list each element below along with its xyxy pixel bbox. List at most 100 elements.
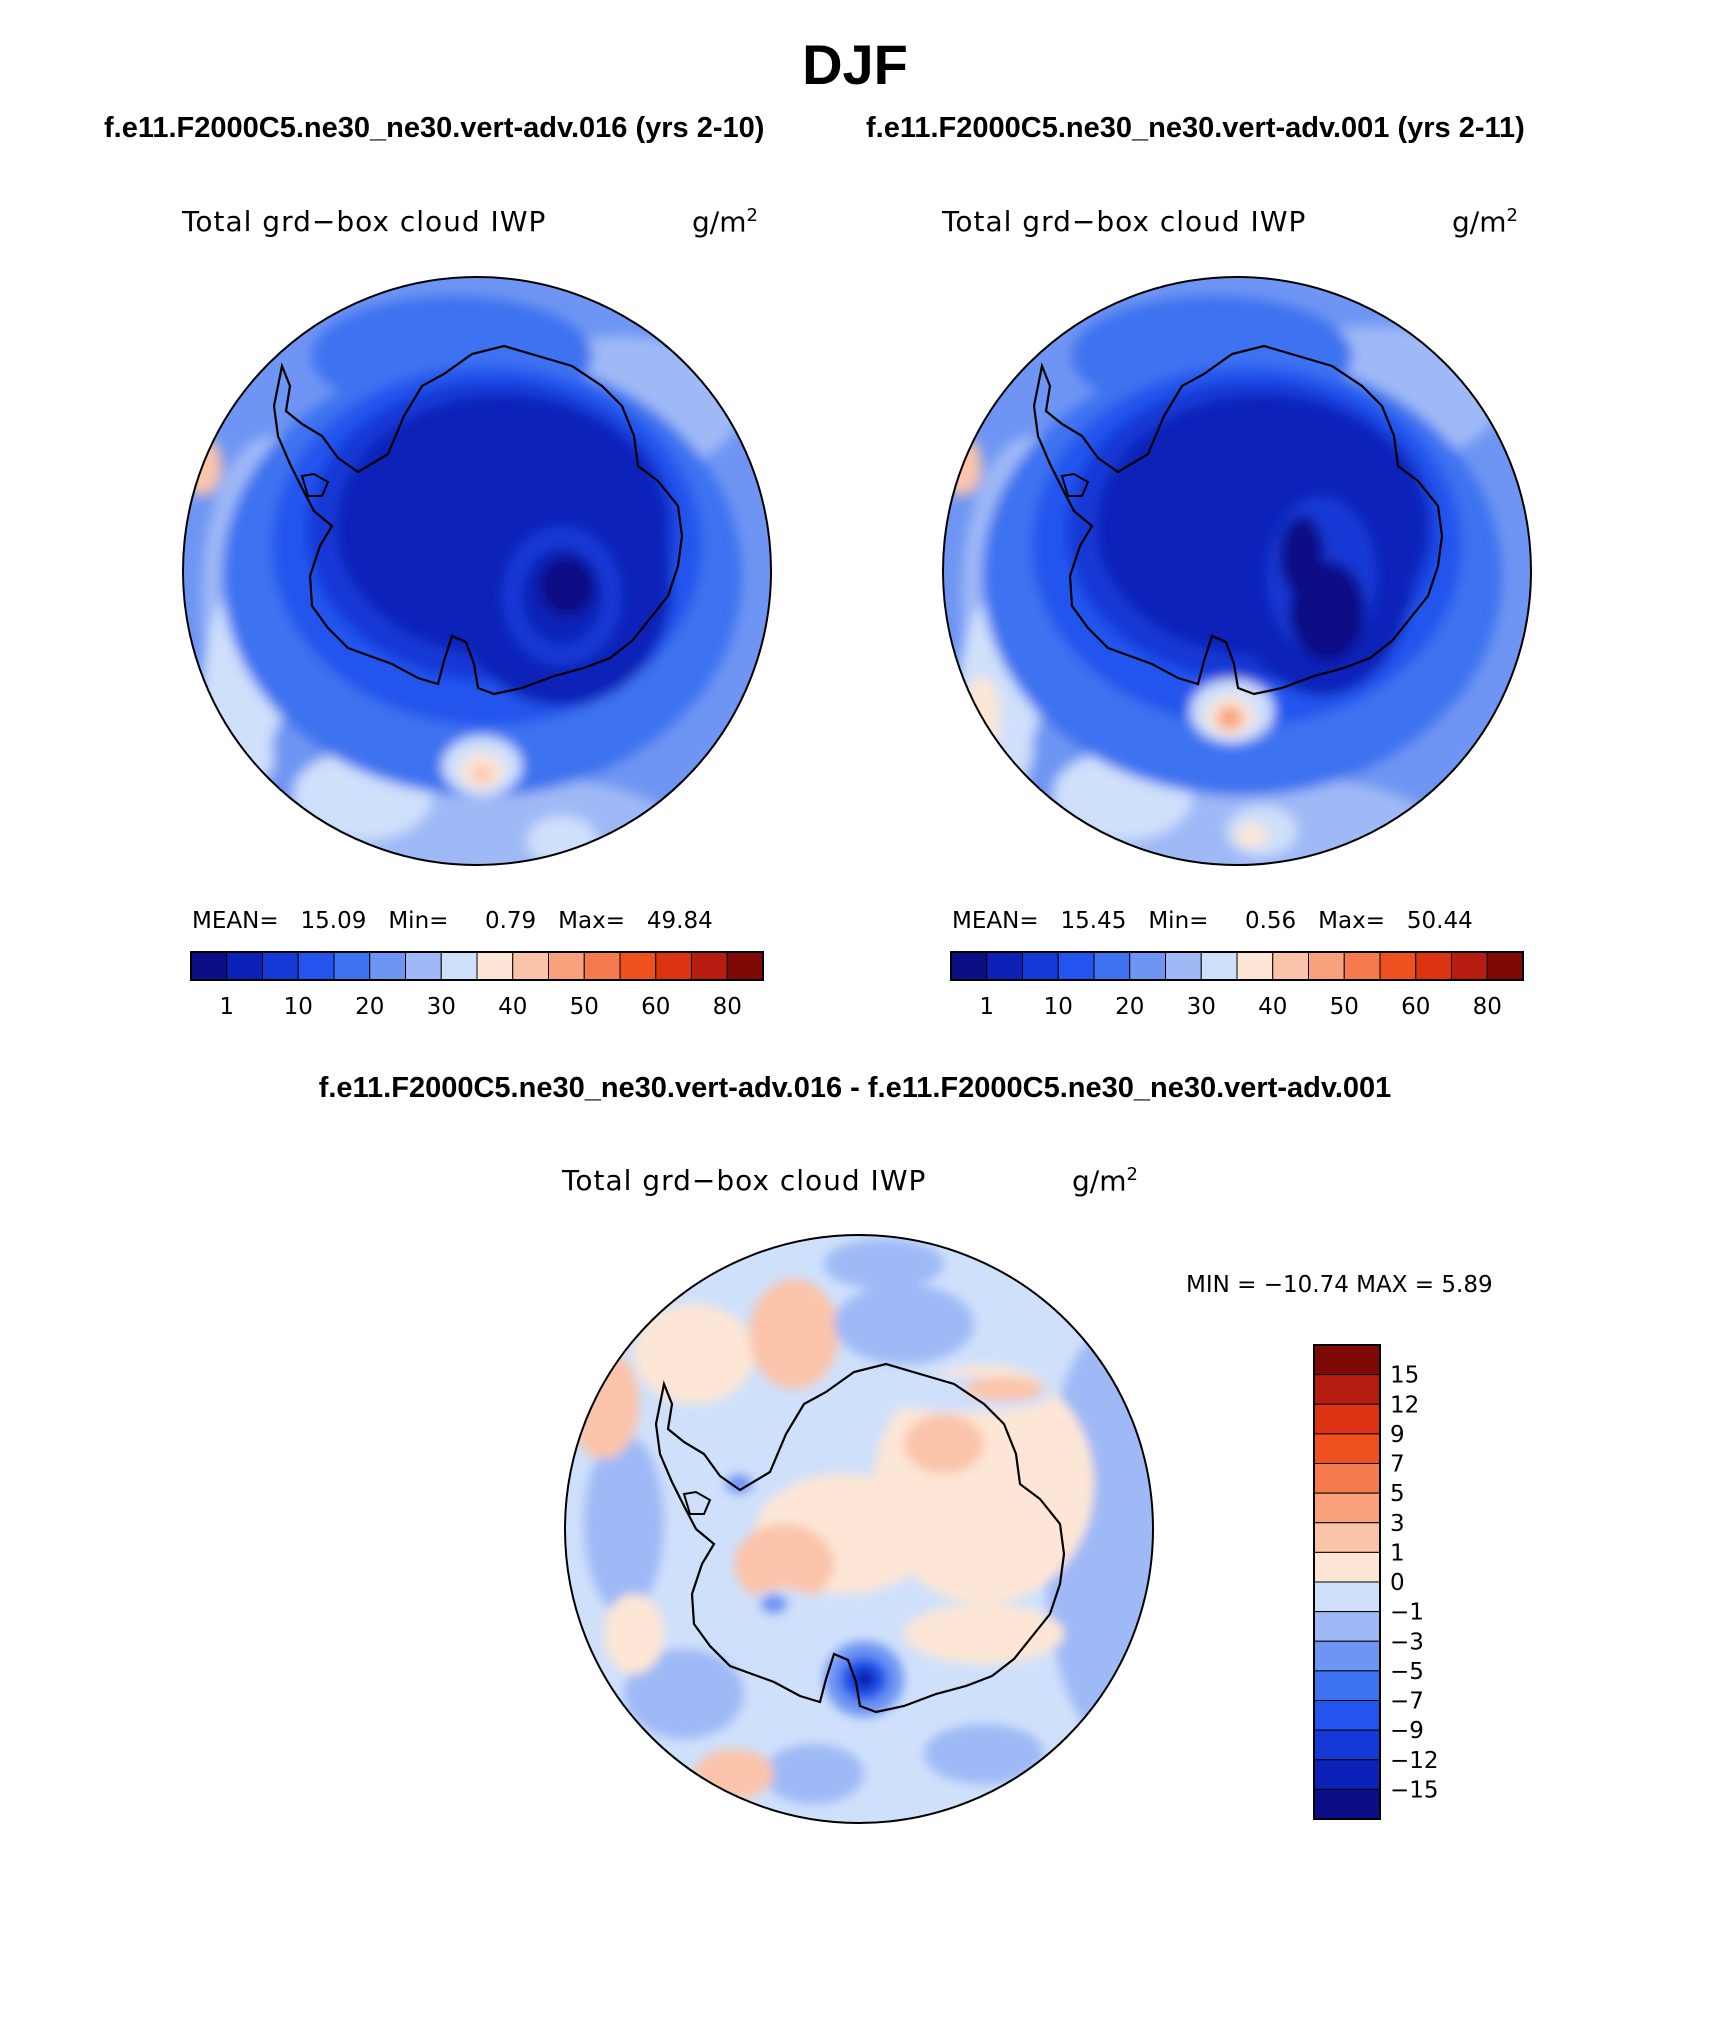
left-colorbar-label: 80 [713, 994, 742, 1020]
diff-colorbar-box [1313, 1374, 1381, 1405]
left-colorbar-box [655, 951, 692, 981]
case-a-title: f.e11.F2000C5.ne30_ne30.vert-adv.016 (yr… [104, 112, 765, 144]
right-colorbar-label: 40 [1258, 994, 1287, 1020]
left-units-label: g/m2 [692, 205, 758, 239]
left-colorbar-box [297, 951, 335, 981]
diff-map-fill [565, 1235, 1153, 1823]
left-colorbar-box [583, 951, 621, 981]
right-colorbar-box [1129, 951, 1166, 981]
diff-colorbar: 15 12 9 7 5 3 1 0 −1 −3 −5 −7 −9 −12 −15 [1313, 1344, 1439, 1820]
diff-colorbar-label: 0 [1390, 1570, 1405, 1596]
diff-colorbar-box [1313, 1700, 1381, 1731]
left-colorbar-box [405, 951, 442, 981]
left-colorbar-box [619, 951, 657, 981]
diff-colorbar-box [1313, 1522, 1381, 1553]
diff-colorbar-label: 7 [1390, 1452, 1405, 1478]
left-colorbar-box [548, 951, 585, 981]
left-map-border [182, 276, 772, 866]
diff-polar-map [564, 1234, 1154, 1824]
diff-colorbar-box [1313, 1670, 1381, 1701]
left-stats: MEAN= 15.09 Min= 0.79 Max= 49.84 [192, 908, 713, 934]
diff-colorbar-box [1313, 1551, 1381, 1583]
right-colorbar-label: 20 [1115, 994, 1144, 1020]
right-colorbar-label: 60 [1401, 994, 1430, 1020]
diff-colorbar-box [1313, 1403, 1381, 1435]
diff-colorbar-label: −5 [1390, 1659, 1424, 1685]
right-colorbar: 1 10 20 30 40 50 60 80 [950, 951, 1524, 1020]
right-colorbar-box [1415, 951, 1452, 981]
diff-variable-label: Total grd−box cloud IWP [562, 1164, 927, 1197]
diff-colorbar-label: −7 [1390, 1689, 1424, 1715]
left-colorbar-box [691, 951, 728, 981]
diff-colorbar-box [1313, 1640, 1381, 1672]
diff-colorbar-label: 15 [1390, 1363, 1419, 1389]
left-coastline [272, 344, 684, 696]
right-colorbar-label: 1 [979, 994, 994, 1020]
diff-colorbar-label: 12 [1390, 1392, 1419, 1418]
left-colorbar-box [369, 951, 406, 981]
left-colorbar-box [726, 951, 764, 981]
right-colorbar-box [1343, 951, 1381, 981]
diff-colorbar-box [1313, 1611, 1381, 1642]
left-variable-label: Total grd−box cloud IWP [182, 205, 547, 238]
right-variable-label: Total grd−box cloud IWP [942, 205, 1307, 238]
diff-colorbar-label: 9 [1390, 1422, 1405, 1448]
diff-colorbar-label: 1 [1390, 1540, 1405, 1566]
diff-colorbar-label: −1 [1390, 1600, 1424, 1626]
diff-colorbar-box [1313, 1492, 1381, 1524]
diff-colorbar-frame [1313, 1344, 1381, 1820]
right-colorbar-box [1200, 951, 1238, 981]
diff-title: f.e11.F2000C5.ne30_ne30.vert-adv.016 - f… [318, 1072, 1392, 1104]
left-colorbar-box [333, 951, 371, 981]
right-colorbar-box [1165, 951, 1202, 981]
right-colorbar-box [1272, 951, 1309, 981]
right-colorbar-box [986, 951, 1023, 981]
diff-colorbar-box [1313, 1581, 1381, 1613]
left-polar-map [182, 276, 772, 866]
right-colorbar-box [1022, 951, 1059, 981]
diff-colorbar-label: −15 [1390, 1777, 1439, 1803]
right-colorbar-box [1451, 951, 1488, 981]
right-colorbar-box [1379, 951, 1417, 981]
right-colorbar-box [950, 951, 988, 981]
diff-colorbar-box [1313, 1759, 1381, 1790]
left-colorbar-box [262, 951, 299, 981]
left-colorbar-label: 60 [641, 994, 670, 1020]
right-colorbar-box [1308, 951, 1345, 981]
left-colorbar-label: 50 [570, 994, 599, 1020]
left-island-outline [300, 472, 330, 497]
right-units-label: g/m2 [1452, 205, 1518, 239]
diff-colorbar-box [1313, 1433, 1381, 1464]
diff-colorbar-box [1313, 1463, 1381, 1494]
right-island-outline [1060, 472, 1090, 497]
diff-colorbar-label: −3 [1390, 1629, 1424, 1655]
right-colorbar-box [1486, 951, 1524, 981]
diff-colorbar-label: 3 [1390, 1511, 1405, 1537]
diff-map-border [564, 1234, 1154, 1824]
case-b-title: f.e11.F2000C5.ne30_ne30.vert-adv.001 (yr… [866, 112, 1525, 144]
diff-colorbar-label: −12 [1390, 1748, 1439, 1774]
right-colorbar-box [1057, 951, 1095, 981]
left-colorbar-label: 40 [498, 994, 527, 1020]
left-map-fill [183, 277, 771, 865]
left-colorbar-label: 20 [355, 994, 384, 1020]
diff-colorbar-box [1313, 1729, 1381, 1761]
right-colorbar-frame [950, 951, 1524, 981]
right-map-fill [943, 277, 1531, 865]
diff-colorbar-label: −9 [1390, 1718, 1424, 1744]
right-map-border [942, 276, 1532, 866]
left-colorbar: 1 10 20 30 40 50 60 80 [190, 951, 764, 1020]
left-colorbar-box [440, 951, 478, 981]
diff-island-outline [682, 1490, 712, 1515]
left-colorbar-frame [190, 951, 764, 981]
right-colorbar-box [1093, 951, 1131, 981]
right-colorbar-label: 30 [1187, 994, 1216, 1020]
left-colorbar-box [512, 951, 549, 981]
diff-colorbar-box [1313, 1788, 1381, 1820]
diff-coastline [654, 1362, 1066, 1714]
diff-units-label: g/m2 [1072, 1164, 1138, 1198]
right-colorbar-label: 80 [1473, 994, 1502, 1020]
right-stats: MEAN= 15.45 Min= 0.56 Max= 50.44 [952, 908, 1473, 934]
right-colorbar-box [1236, 951, 1274, 981]
left-colorbar-box [476, 951, 514, 981]
